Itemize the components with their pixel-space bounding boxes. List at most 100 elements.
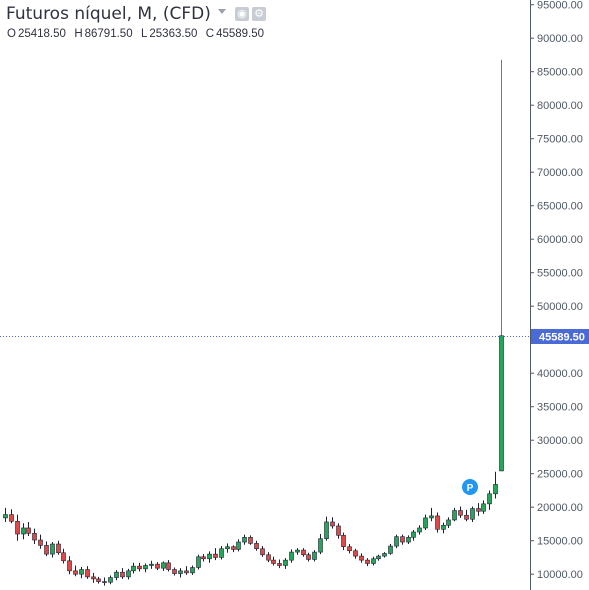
candle-body-up xyxy=(324,521,329,539)
candle xyxy=(213,548,218,561)
candle-body-up xyxy=(446,519,451,526)
dropdown-arrow-icon[interactable] xyxy=(218,9,226,14)
settings-icon[interactable]: ⚙ xyxy=(252,7,266,21)
candle xyxy=(126,568,131,580)
candle-body-up xyxy=(318,538,323,553)
candle xyxy=(417,525,422,535)
candle-body-up xyxy=(499,335,504,472)
candle-body-down xyxy=(172,569,177,574)
candle xyxy=(26,521,31,537)
candle xyxy=(306,552,311,562)
y-tick-label: 90000.00 xyxy=(537,33,583,45)
candle xyxy=(481,500,486,514)
candle xyxy=(161,561,166,571)
candle-body-up xyxy=(21,527,26,535)
candles-layer xyxy=(3,59,504,586)
candle-body-up xyxy=(79,569,84,575)
candle-body-down xyxy=(38,539,43,546)
candle xyxy=(120,568,125,579)
candle xyxy=(178,568,183,578)
candle xyxy=(219,546,224,560)
candle-body-up xyxy=(487,493,492,505)
candle xyxy=(371,556,376,566)
y-tick-label: 25000.00 xyxy=(537,469,583,481)
candle-body-down xyxy=(347,546,352,552)
candle-body-down xyxy=(266,554,271,561)
eye-icon[interactable]: ◉ xyxy=(235,7,249,21)
candle-body-down xyxy=(213,553,218,558)
price-axis[interactable]: 95000.00 90000.00 85000.00 80000.00 75000.00… xyxy=(530,0,583,581)
candle-body-up xyxy=(219,548,224,558)
candle xyxy=(423,514,428,530)
candle xyxy=(201,554,206,562)
y-tick-label: 95000.00 xyxy=(537,0,583,12)
candle-body-up xyxy=(131,565,136,572)
candle-body-up xyxy=(289,551,294,561)
p-marker-circle[interactable] xyxy=(462,479,478,495)
candle xyxy=(487,490,492,510)
candle-body-down xyxy=(435,515,440,530)
candle-body-down xyxy=(341,535,346,548)
candle xyxy=(493,471,498,499)
candle-body-down xyxy=(201,556,206,560)
candle-body-up xyxy=(493,484,498,495)
candle xyxy=(388,544,393,555)
candle xyxy=(85,566,90,579)
candle xyxy=(102,577,107,586)
candle xyxy=(435,512,440,533)
candle xyxy=(312,550,317,562)
candle-body-up xyxy=(143,565,148,570)
last-price-tag-bg xyxy=(531,329,589,344)
candle xyxy=(277,559,282,569)
candle-body-down xyxy=(330,521,335,527)
candle xyxy=(96,576,101,584)
candle-body-up xyxy=(312,551,317,560)
y-tick-label: 60000.00 xyxy=(537,234,583,246)
candle xyxy=(155,562,160,571)
candle xyxy=(231,545,236,553)
candle xyxy=(190,565,195,575)
candle-body-down xyxy=(231,546,236,550)
candle xyxy=(196,554,201,570)
candle-body-up xyxy=(423,517,428,529)
candle-body-down xyxy=(96,578,101,582)
candle xyxy=(15,514,20,541)
candle xyxy=(61,548,66,564)
candle-body-down xyxy=(353,550,358,557)
candle-body-up xyxy=(149,563,154,566)
candle xyxy=(394,534,399,549)
candle-body-up xyxy=(429,515,434,519)
candle xyxy=(376,554,381,561)
candle xyxy=(9,509,14,524)
candle xyxy=(266,552,271,563)
candle-body-down xyxy=(44,545,49,555)
candle-body-down xyxy=(254,543,259,550)
candle xyxy=(149,560,154,569)
low-label: L xyxy=(140,28,148,40)
last-price-tag: 45589.50 xyxy=(531,329,589,344)
candle xyxy=(470,506,475,522)
candle-body-down xyxy=(67,560,72,572)
high-value: 86791.50 xyxy=(84,28,133,40)
candle-body-down xyxy=(365,559,370,564)
candle xyxy=(38,534,43,549)
candle xyxy=(330,517,335,529)
candle-body-up xyxy=(295,549,300,553)
candle-body-down xyxy=(9,514,14,522)
symbol-title[interactable]: Futuros níquel, M, (CFD) xyxy=(6,4,211,24)
candle xyxy=(50,542,55,558)
candle-body-down xyxy=(277,563,282,566)
candle xyxy=(289,549,294,563)
close-label: C xyxy=(205,28,215,40)
candle-body-up xyxy=(376,555,381,560)
candle-body-up xyxy=(207,553,212,560)
candle-body-down xyxy=(359,555,364,561)
candle xyxy=(236,539,241,552)
candle-body-down xyxy=(306,554,311,560)
candle-body-up xyxy=(470,508,475,520)
candle xyxy=(172,567,177,576)
candle xyxy=(341,532,346,551)
candle-body-up xyxy=(417,527,422,533)
p-event-marker[interactable]: P xyxy=(462,479,478,495)
